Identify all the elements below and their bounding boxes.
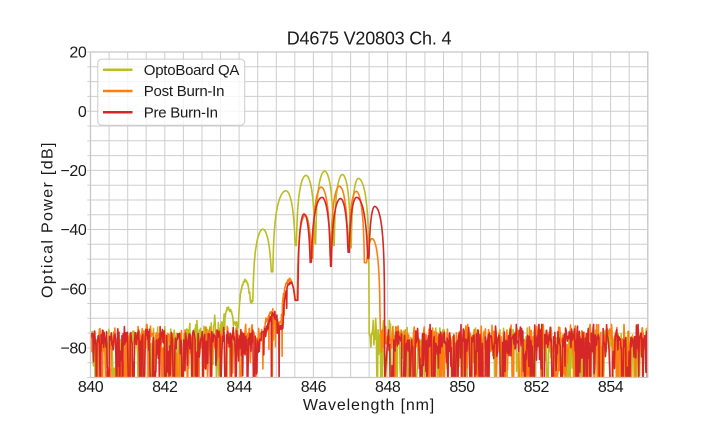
svg-text:852: 852: [524, 379, 550, 396]
svg-text:850: 850: [449, 379, 475, 396]
svg-text:Optical Power [dB]: Optical Power [dB]: [39, 141, 56, 298]
svg-text:−40: −40: [61, 222, 87, 239]
svg-text:−80: −80: [61, 341, 87, 358]
svg-text:−60: −60: [61, 281, 87, 298]
svg-text:846: 846: [301, 379, 327, 396]
svg-text:854: 854: [598, 379, 624, 396]
svg-text:844: 844: [226, 379, 252, 396]
svg-text:20: 20: [69, 45, 86, 62]
svg-text:Pre Burn-In: Pre Burn-In: [144, 104, 218, 121]
svg-text:0: 0: [78, 104, 87, 121]
svg-text:842: 842: [152, 379, 178, 396]
svg-text:840: 840: [78, 379, 104, 396]
svg-text:848: 848: [375, 379, 401, 396]
svg-text:Wavelength [nm]: Wavelength [nm]: [303, 397, 435, 414]
svg-text:−20: −20: [61, 163, 87, 180]
svg-text:Post Burn-In: Post Burn-In: [144, 83, 224, 100]
svg-text:OptoBoard QA: OptoBoard QA: [144, 62, 240, 79]
svg-text:D4675 V20803 Ch. 4: D4675 V20803 Ch. 4: [287, 29, 452, 49]
